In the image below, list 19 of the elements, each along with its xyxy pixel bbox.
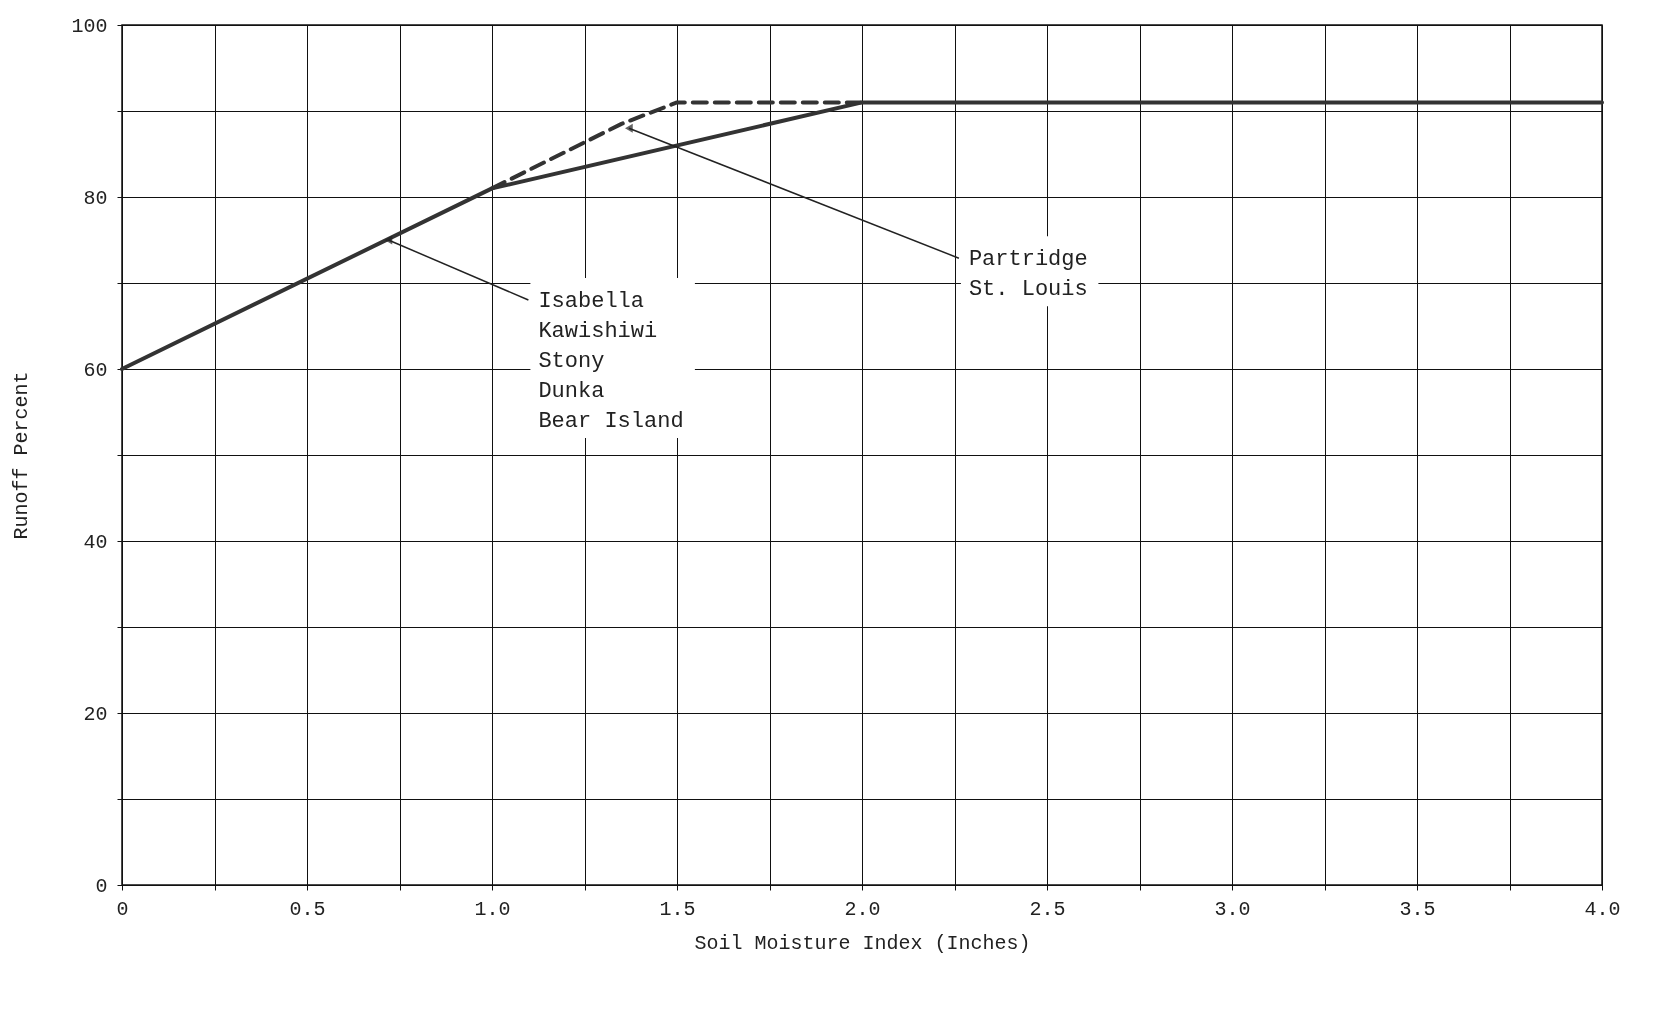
annotation: Partridge St. Louis — [968, 247, 1088, 303]
x-tick-label: 2.0 — [844, 897, 881, 921]
y-tick-label: 0 — [95, 874, 108, 898]
x-tick-label: 4.0 — [1584, 897, 1621, 921]
x-tick-label: 1.5 — [659, 897, 696, 921]
y-tick-label: 20 — [83, 702, 108, 726]
y-tick-label: 100 — [71, 14, 108, 38]
y-tick-label: 40 — [83, 530, 108, 554]
x-axis-title: Soil Moisture Index (Inches) — [694, 931, 1031, 955]
y-axis-title: Runoff Percent — [10, 371, 34, 540]
x-tick-label: 0 — [116, 897, 129, 921]
x-tick-label: 3.5 — [1399, 897, 1436, 921]
y-tick-label: 60 — [83, 358, 108, 382]
x-tick-label: 3.0 — [1214, 897, 1251, 921]
y-tick-label: 80 — [83, 186, 108, 210]
x-tick-label: 1.0 — [474, 897, 511, 921]
x-tick-label: 0.5 — [289, 897, 326, 921]
annotation: Isabella Kawishiwi Stony Dunka Bear Island — [538, 289, 684, 434]
x-tick-label: 2.5 — [1029, 897, 1066, 921]
